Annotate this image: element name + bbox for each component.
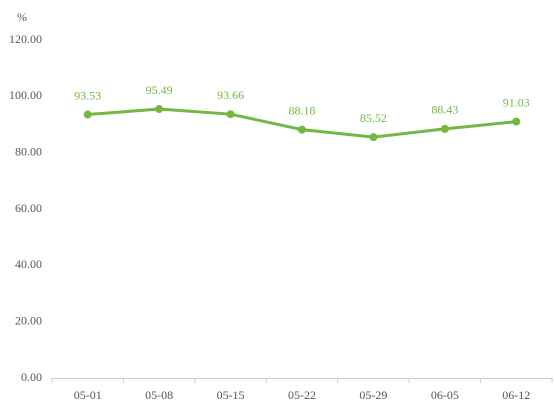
y-tick-label: 100.00 — [9, 88, 42, 102]
y-axis-label: % — [17, 10, 27, 24]
x-tick-label: 05-01 — [74, 388, 102, 402]
point — [440, 124, 449, 133]
point — [83, 110, 92, 119]
x-tick-label: 05-08 — [145, 388, 173, 402]
data-label: 88.43 — [431, 103, 458, 117]
data-label: 93.53 — [74, 88, 101, 102]
x-tick-label: 06-12 — [502, 388, 530, 402]
y-tick-label: 40.00 — [15, 257, 42, 271]
y-tick-label: 120.00 — [9, 32, 42, 46]
data-label: 85.52 — [360, 111, 387, 125]
x-tick-label: 05-29 — [359, 388, 387, 402]
data-label: 93.66 — [217, 88, 244, 102]
point — [512, 117, 521, 126]
y-tick-label: 60.00 — [15, 201, 42, 215]
x-tick-label: 05-22 — [288, 388, 316, 402]
point — [226, 110, 235, 119]
y-tick-label: 20.00 — [15, 313, 42, 327]
y-tick-label: 0.00 — [21, 370, 42, 384]
point — [298, 125, 306, 134]
data-label: 91.03 — [503, 95, 530, 109]
point — [155, 105, 164, 114]
x-tick-label: 05-15 — [217, 388, 245, 402]
y-tick-label: 80.00 — [15, 144, 42, 158]
x-tick-label: 06-05 — [431, 388, 459, 402]
data-label: 95.49 — [146, 83, 173, 97]
point — [369, 133, 378, 142]
data-label: 88.18 — [289, 103, 316, 117]
